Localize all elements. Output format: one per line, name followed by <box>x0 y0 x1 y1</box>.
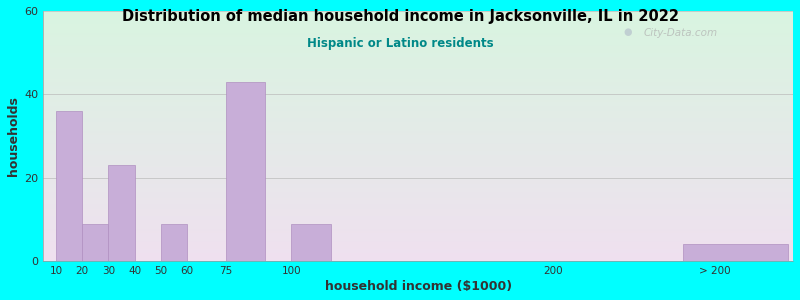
Bar <box>291 224 330 261</box>
X-axis label: household income ($1000): household income ($1000) <box>325 280 512 293</box>
Bar <box>56 111 82 261</box>
Y-axis label: households: households <box>7 96 20 176</box>
Bar <box>109 165 134 261</box>
Bar <box>683 244 788 261</box>
Text: ●: ● <box>623 27 632 37</box>
Text: Hispanic or Latino residents: Hispanic or Latino residents <box>306 38 494 50</box>
Text: City-Data.com: City-Data.com <box>643 28 717 38</box>
Text: Distribution of median household income in Jacksonville, IL in 2022: Distribution of median household income … <box>122 9 678 24</box>
Bar <box>82 224 109 261</box>
Bar <box>226 82 266 261</box>
Bar <box>161 224 187 261</box>
